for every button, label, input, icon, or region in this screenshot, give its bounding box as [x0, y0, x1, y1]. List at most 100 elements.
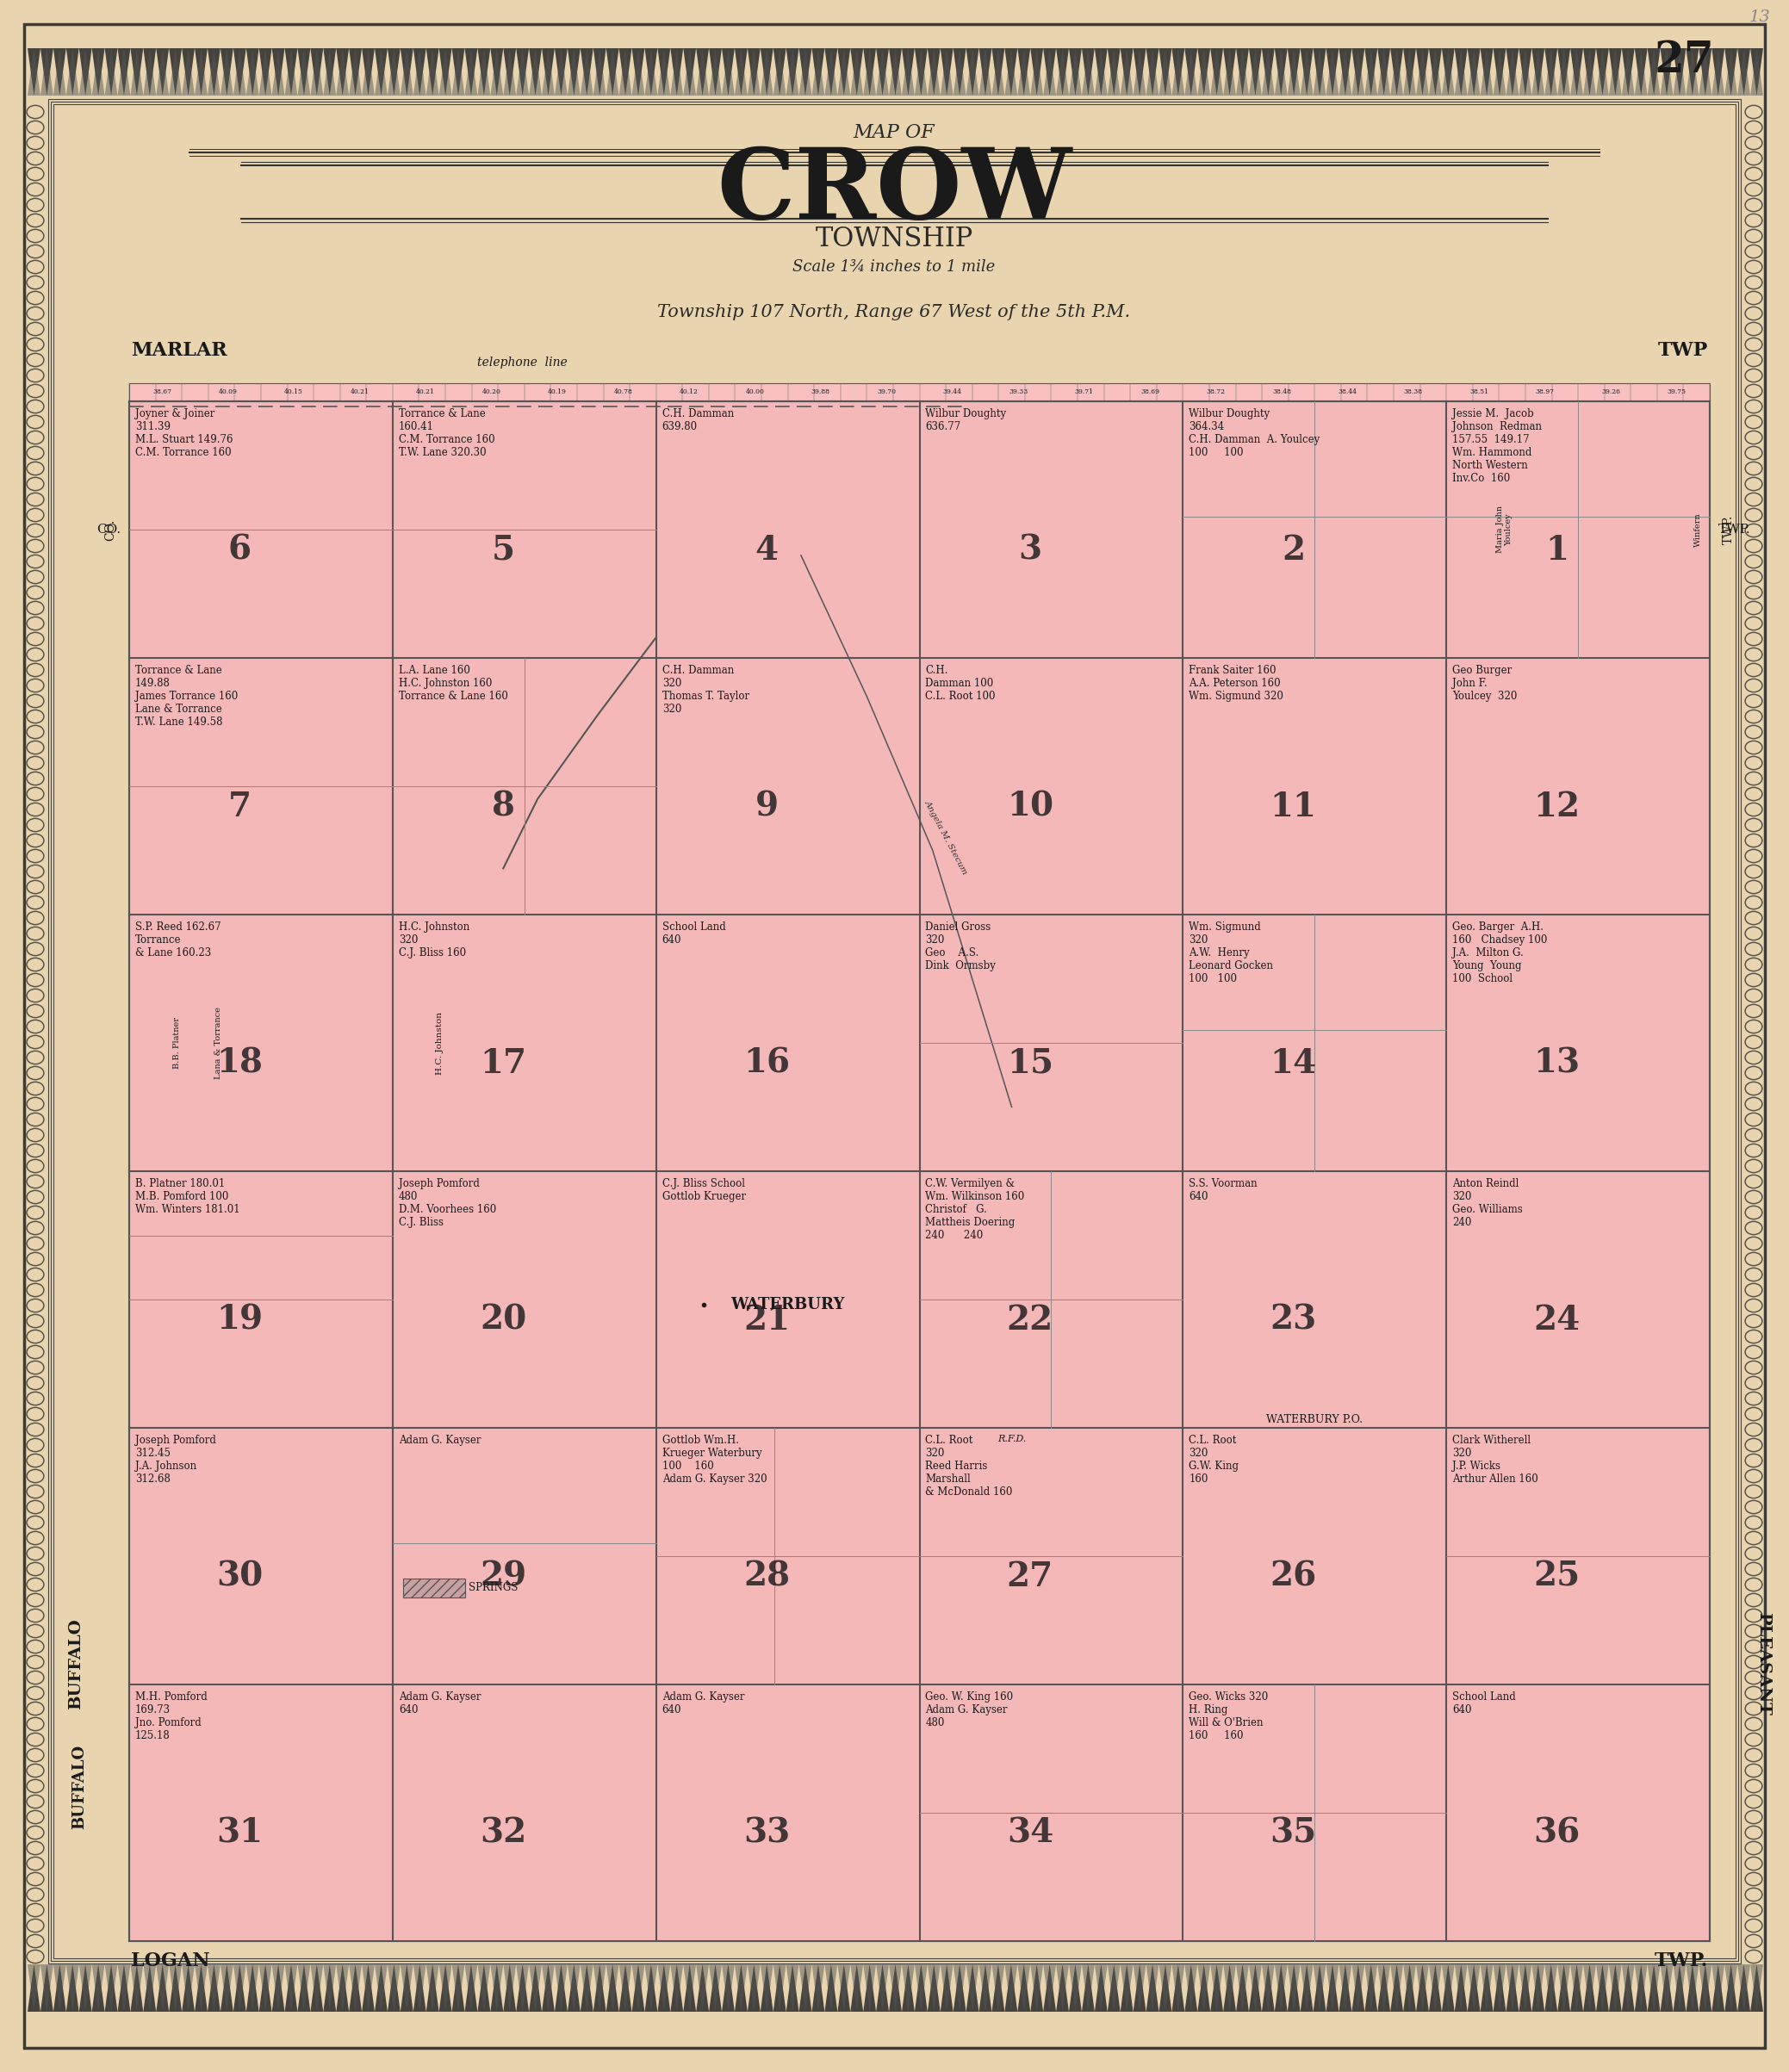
Polygon shape — [1390, 1964, 1403, 2012]
Text: Geo    A.S.: Geo A.S. — [925, 947, 979, 959]
Polygon shape — [1417, 1964, 1429, 2012]
Polygon shape — [1224, 1964, 1236, 2012]
Polygon shape — [1159, 48, 1172, 95]
Polygon shape — [530, 48, 542, 95]
Polygon shape — [1288, 1964, 1301, 2012]
Polygon shape — [1506, 1964, 1519, 2012]
Text: 157.55  149.17: 157.55 149.17 — [1453, 433, 1530, 445]
Text: Christof   G.: Christof G. — [925, 1204, 988, 1214]
Polygon shape — [1558, 48, 1571, 95]
Text: MAP OF: MAP OF — [853, 122, 936, 143]
Text: WATERBURY: WATERBURY — [730, 1297, 844, 1312]
Text: C.M. Torrance 160: C.M. Torrance 160 — [136, 448, 231, 458]
Polygon shape — [388, 48, 401, 95]
Polygon shape — [1056, 48, 1068, 95]
Polygon shape — [1712, 1964, 1725, 2012]
Polygon shape — [1390, 48, 1403, 95]
Text: 320: 320 — [662, 678, 682, 690]
Polygon shape — [1197, 1964, 1211, 2012]
Text: Gottlob Krueger: Gottlob Krueger — [662, 1191, 746, 1202]
Polygon shape — [361, 1964, 374, 2012]
Polygon shape — [927, 1964, 941, 2012]
Polygon shape — [1571, 48, 1583, 95]
Polygon shape — [812, 1964, 825, 2012]
Text: Adam G. Kayser: Adam G. Kayser — [662, 1691, 744, 1703]
Polygon shape — [1506, 1964, 1519, 2012]
Text: Scale 1¾ inches to 1 mile: Scale 1¾ inches to 1 mile — [793, 259, 995, 276]
Polygon shape — [1429, 48, 1442, 95]
Polygon shape — [54, 1964, 66, 2012]
Polygon shape — [182, 1964, 195, 2012]
Text: 24: 24 — [1533, 1303, 1580, 1336]
Text: Geo. Wicks 320: Geo. Wicks 320 — [1190, 1691, 1268, 1703]
Polygon shape — [1132, 1964, 1147, 2012]
Polygon shape — [284, 48, 297, 95]
Polygon shape — [1673, 48, 1685, 95]
Polygon shape — [1107, 1964, 1120, 2012]
Polygon shape — [1531, 48, 1544, 95]
Polygon shape — [413, 1964, 426, 2012]
Polygon shape — [284, 1964, 297, 2012]
Text: Daniel Gross: Daniel Gross — [925, 922, 991, 932]
Polygon shape — [555, 1964, 567, 2012]
Polygon shape — [66, 48, 79, 95]
Text: 38.72: 38.72 — [1206, 387, 1225, 396]
Polygon shape — [1249, 1964, 1261, 2012]
Polygon shape — [1635, 48, 1648, 95]
Polygon shape — [1338, 1964, 1352, 2012]
Text: telephone  line: telephone line — [478, 356, 567, 369]
Text: James Torrance 160: James Torrance 160 — [136, 690, 238, 702]
Polygon shape — [979, 48, 991, 95]
Polygon shape — [413, 1964, 426, 2012]
Polygon shape — [168, 48, 182, 95]
Polygon shape — [632, 1964, 644, 2012]
Text: Joyner & Joiner: Joyner & Joiner — [136, 408, 215, 419]
Polygon shape — [413, 48, 426, 95]
Polygon shape — [748, 1964, 760, 2012]
Polygon shape — [66, 1964, 79, 2012]
Text: C.L. Root: C.L. Root — [1190, 1434, 1236, 1446]
Polygon shape — [1249, 48, 1261, 95]
Polygon shape — [696, 1964, 708, 2012]
Polygon shape — [1018, 1964, 1030, 2012]
Polygon shape — [1365, 1964, 1378, 2012]
Polygon shape — [1685, 1964, 1700, 2012]
Polygon shape — [79, 1964, 91, 2012]
Polygon shape — [580, 1964, 594, 2012]
Polygon shape — [143, 1964, 156, 2012]
Polygon shape — [1531, 1964, 1544, 2012]
Polygon shape — [1288, 48, 1301, 95]
Text: 160   Chadsey 100: 160 Chadsey 100 — [1453, 934, 1547, 945]
Polygon shape — [453, 48, 465, 95]
Polygon shape — [1184, 48, 1197, 95]
Polygon shape — [1132, 1964, 1147, 2012]
Polygon shape — [1236, 48, 1249, 95]
Polygon shape — [902, 48, 914, 95]
Polygon shape — [1236, 48, 1249, 95]
Text: 7: 7 — [229, 789, 252, 823]
Polygon shape — [247, 48, 259, 95]
Polygon shape — [1261, 1964, 1274, 2012]
Polygon shape — [850, 1964, 864, 2012]
Polygon shape — [106, 1964, 118, 2012]
Polygon shape — [1660, 1964, 1673, 2012]
Text: 640: 640 — [1190, 1191, 1208, 1202]
Polygon shape — [927, 1964, 941, 2012]
Polygon shape — [1417, 1964, 1429, 2012]
Text: Frank Saiter 160: Frank Saiter 160 — [1190, 665, 1276, 675]
Polygon shape — [825, 1964, 837, 2012]
Text: WATERBURY P.O.: WATERBURY P.O. — [1267, 1413, 1363, 1426]
Polygon shape — [748, 1964, 760, 2012]
Polygon shape — [374, 1964, 388, 2012]
Text: H.C. Johnston: H.C. Johnston — [399, 922, 469, 932]
Polygon shape — [1068, 1964, 1082, 2012]
Polygon shape — [864, 48, 877, 95]
Text: & Lane 160.23: & Lane 160.23 — [136, 947, 211, 959]
Text: T.W. Lane 149.58: T.W. Lane 149.58 — [136, 717, 222, 727]
Polygon shape — [41, 48, 54, 95]
Text: 125.18: 125.18 — [136, 1730, 170, 1740]
Text: CO.: CO. — [104, 518, 116, 541]
Polygon shape — [1378, 1964, 1390, 2012]
Polygon shape — [594, 1964, 606, 2012]
Polygon shape — [1454, 1964, 1467, 2012]
